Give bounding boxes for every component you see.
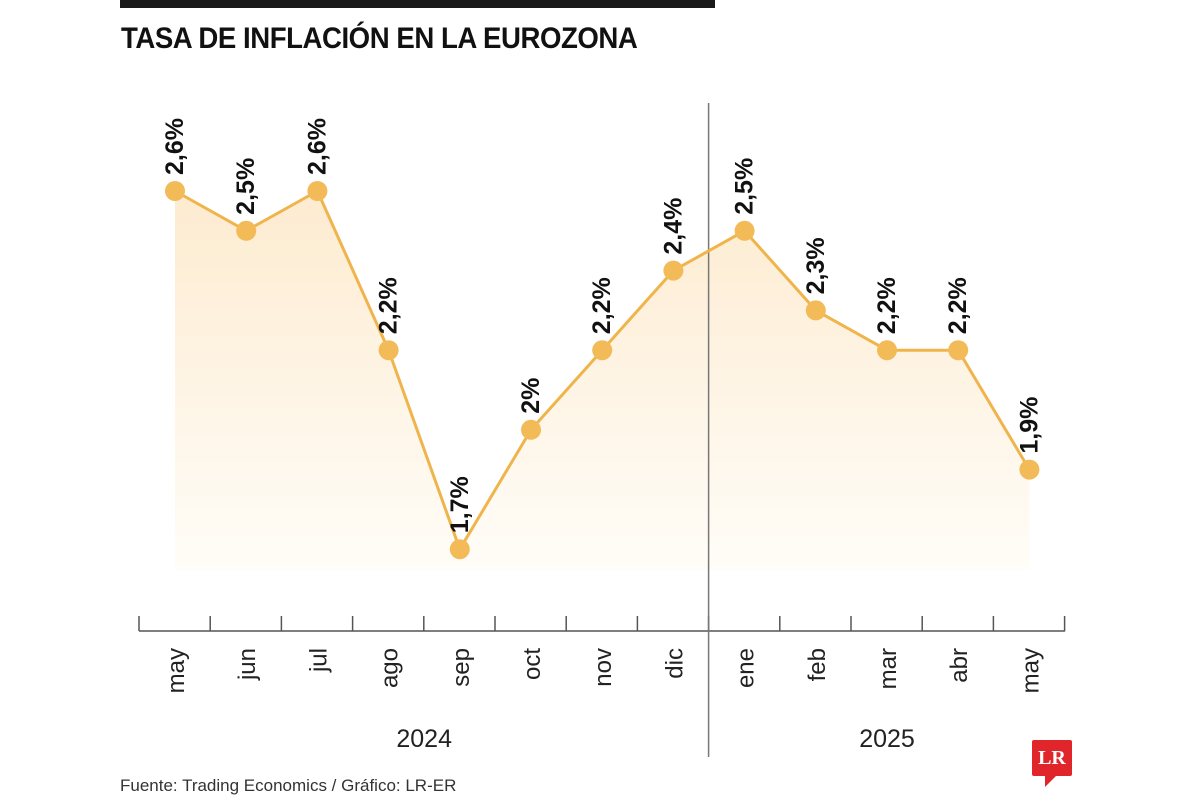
data-label: 2,3%: [802, 237, 830, 294]
x-tick-label: abr: [946, 648, 973, 683]
data-point: [877, 340, 897, 361]
data-label: 2,5%: [731, 158, 759, 215]
data-label: 2%: [517, 378, 545, 414]
title-rule: [120, 0, 715, 8]
lr-logo: LR: [1032, 740, 1072, 776]
data-point: [734, 220, 755, 241]
data-point: [307, 181, 328, 201]
data-label: 2,6%: [303, 118, 331, 175]
data-label: 2,6%: [161, 118, 189, 175]
data-point: [449, 539, 470, 560]
data-label: 2,5%: [232, 158, 260, 215]
data-point: [663, 260, 684, 281]
year-label: 2024: [396, 725, 452, 753]
data-point: [1019, 459, 1040, 480]
x-tick-label: sep: [448, 648, 475, 687]
data-point: [521, 419, 541, 440]
x-tick-label: oct: [519, 648, 546, 680]
x-tick-label: feb: [804, 648, 831, 681]
source-note: Fuente: Trading Economics / Gráfico: LR-…: [120, 776, 457, 795]
data-label: 2,2%: [588, 277, 616, 334]
area-fill: [175, 191, 1030, 570]
x-tick-label: mar: [875, 648, 902, 689]
lr-logo-tail: [1045, 775, 1057, 787]
chart-title: TASA DE INFLACIÓN EN LA EUROZONA: [121, 22, 638, 55]
data-point: [805, 300, 826, 321]
data-label: 2,2%: [944, 277, 972, 334]
data-point: [378, 340, 399, 361]
data-point: [165, 181, 185, 201]
x-tick-label: may: [1017, 648, 1044, 693]
data-label: 1,7%: [446, 476, 474, 533]
x-tick-label: jun: [234, 648, 261, 681]
data-label: 1,9%: [1015, 397, 1043, 454]
data-label: 2,2%: [873, 277, 901, 334]
x-tick-label: dic: [661, 648, 688, 679]
data-point: [948, 340, 969, 361]
data-label: 2,2%: [375, 277, 403, 334]
year-label: 2025: [859, 725, 915, 753]
x-tick-label: ago: [377, 648, 404, 688]
x-tick-label: may: [163, 648, 190, 693]
x-tick-label: jul: [305, 648, 332, 673]
x-tick-label: ene: [733, 648, 760, 688]
x-tick-label: nov: [590, 648, 617, 687]
data-point: [236, 220, 257, 241]
data-point: [592, 340, 613, 361]
data-label: 2,4%: [659, 198, 687, 255]
